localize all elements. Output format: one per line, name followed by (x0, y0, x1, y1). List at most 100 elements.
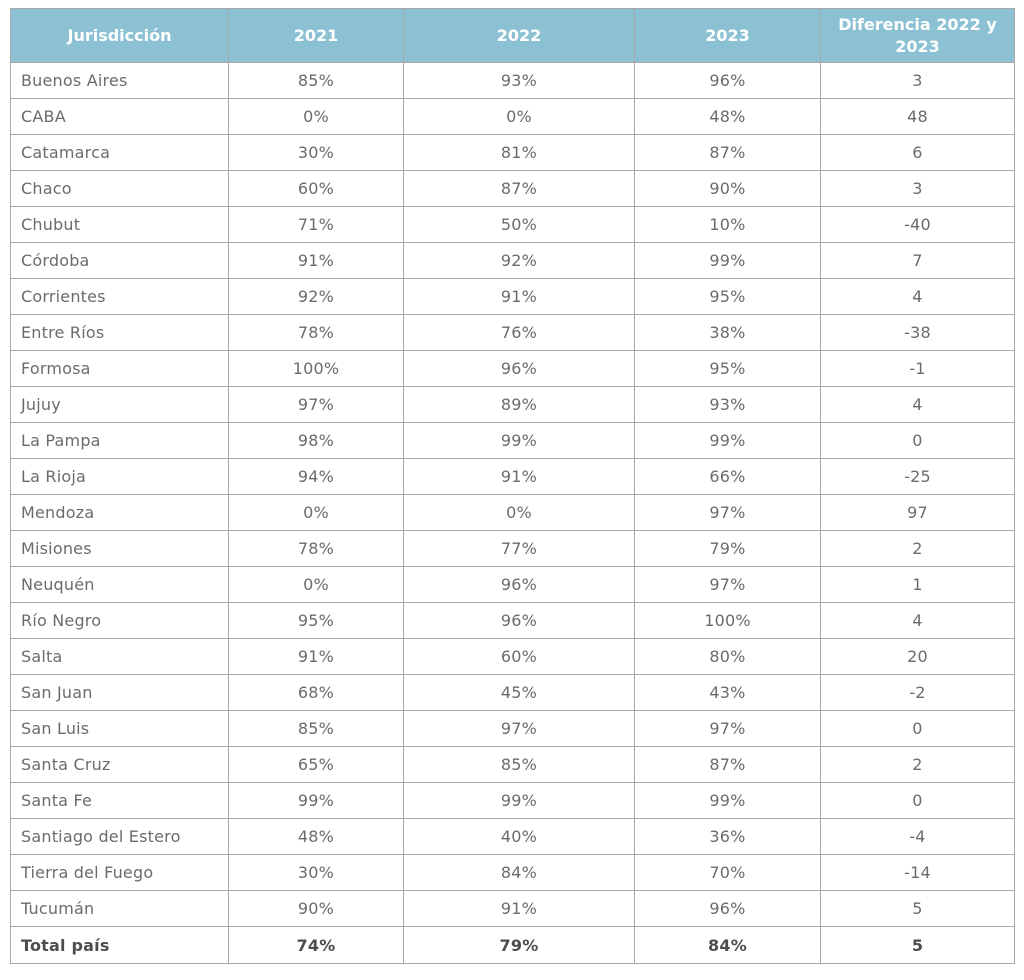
table-row: Tierra del Fuego 30% 84% 70% -14 (10, 854, 1015, 891)
table-row: Formosa 100% 96% 95% -1 (10, 350, 1015, 387)
cell-value-diff: 0 (820, 422, 1015, 459)
cell-value-y2021: 100% (228, 350, 404, 387)
table-row: Misiones 78% 77% 79% 2 (10, 530, 1015, 567)
cell-jurisdiccion: Formosa (10, 350, 229, 387)
cell-jurisdiccion: Jujuy (10, 386, 229, 423)
cell-value-y2021: 92% (228, 278, 404, 315)
cell-value-diff: -1 (820, 350, 1015, 387)
cell-value-y2021: 94% (228, 458, 404, 495)
cell-value-y2023: 96% (634, 890, 821, 927)
cell-value-y2022: 89% (403, 386, 635, 423)
table-row: Catamarca 30% 81% 87% 6 (10, 134, 1015, 171)
table-row: CABA 0% 0% 48% 48 (10, 98, 1015, 135)
cell-value-y2023: 100% (634, 602, 821, 639)
table-row: Chubut 71% 50% 10% -40 (10, 206, 1015, 243)
table-row: Tucumán 90% 91% 96% 5 (10, 890, 1015, 927)
cell-jurisdiccion: Neuquén (10, 566, 229, 603)
cell-value-y2022: 76% (403, 314, 635, 351)
cell-value-y2021: 68% (228, 674, 404, 711)
table-row: La Rioja 94% 91% 66% -25 (10, 458, 1015, 495)
cell-value-diff: 20 (820, 638, 1015, 675)
cell-value-y2023: 80% (634, 638, 821, 675)
cell-value-y2023: 99% (634, 782, 821, 819)
cell-value-y2022: 91% (403, 458, 635, 495)
cell-value-y2021: 0% (228, 566, 404, 603)
cell-value-diff: 7 (820, 242, 1015, 279)
cell-value-diff: -4 (820, 818, 1015, 855)
cell-value-y2023: 79% (634, 530, 821, 567)
cell-value-y2021: 91% (228, 638, 404, 675)
cell-jurisdiccion: Corrientes (10, 278, 229, 315)
header-cell-2022: 2022 (403, 8, 635, 63)
cell-jurisdiccion: Tucumán (10, 890, 229, 927)
cell-value-y2022: 60% (403, 638, 635, 675)
cell-value-y2023: 87% (634, 134, 821, 171)
cell-value-diff: 3 (820, 170, 1015, 207)
cell-value-y2022: 45% (403, 674, 635, 711)
cell-jurisdiccion: San Luis (10, 710, 229, 747)
cell-value-y2023: 97% (634, 710, 821, 747)
cell-value-y2023: 36% (634, 818, 821, 855)
cell-value-y2022: 91% (403, 890, 635, 927)
cell-jurisdiccion: Total país (10, 926, 229, 964)
cell-value-y2021: 95% (228, 602, 404, 639)
cell-value-y2022: 97% (403, 710, 635, 747)
cell-jurisdiccion: Santa Cruz (10, 746, 229, 783)
cell-value-y2022: 91% (403, 278, 635, 315)
cell-value-y2022: 79% (403, 926, 635, 964)
cell-value-diff: 2 (820, 530, 1015, 567)
cell-value-y2022: 92% (403, 242, 635, 279)
cell-value-y2021: 78% (228, 530, 404, 567)
cell-jurisdiccion: Catamarca (10, 134, 229, 171)
cell-jurisdiccion: La Rioja (10, 458, 229, 495)
cell-value-y2022: 99% (403, 422, 635, 459)
table-row: Entre Ríos 78% 76% 38% -38 (10, 314, 1015, 351)
table-row: Chaco 60% 87% 90% 3 (10, 170, 1015, 207)
cell-value-diff: -25 (820, 458, 1015, 495)
cell-value-y2022: 96% (403, 350, 635, 387)
table-row: Santiago del Estero 48% 40% 36% -4 (10, 818, 1015, 855)
cell-value-diff: 97 (820, 494, 1015, 531)
cell-value-y2022: 40% (403, 818, 635, 855)
cell-value-y2021: 99% (228, 782, 404, 819)
cell-value-diff: 4 (820, 602, 1015, 639)
cell-jurisdiccion: Santa Fe (10, 782, 229, 819)
cell-value-diff: 1 (820, 566, 1015, 603)
table-row: San Luis 85% 97% 97% 0 (10, 710, 1015, 747)
cell-jurisdiccion: San Juan (10, 674, 229, 711)
cell-value-diff: 48 (820, 98, 1015, 135)
cell-value-y2021: 65% (228, 746, 404, 783)
table-row: La Pampa 98% 99% 99% 0 (10, 422, 1015, 459)
cell-value-y2022: 87% (403, 170, 635, 207)
cell-value-y2023: 99% (634, 242, 821, 279)
jurisdiction-table: Jurisdicción 2021 2022 2023 Diferencia 2… (10, 8, 1015, 964)
cell-value-y2022: 96% (403, 566, 635, 603)
cell-value-y2021: 0% (228, 494, 404, 531)
header-cell-jurisdiccion: Jurisdicción (10, 8, 229, 63)
cell-value-diff: -14 (820, 854, 1015, 891)
cell-value-y2022: 0% (403, 98, 635, 135)
table-row: Corrientes 92% 91% 95% 4 (10, 278, 1015, 315)
cell-value-y2023: 95% (634, 350, 821, 387)
cell-value-y2021: 91% (228, 242, 404, 279)
cell-value-diff: -40 (820, 206, 1015, 243)
header-cell-diferencia: Diferencia 2022 y 2023 (820, 8, 1015, 63)
cell-value-y2023: 87% (634, 746, 821, 783)
cell-value-y2023: 10% (634, 206, 821, 243)
cell-jurisdiccion: Misiones (10, 530, 229, 567)
cell-jurisdiccion: La Pampa (10, 422, 229, 459)
cell-jurisdiccion: Córdoba (10, 242, 229, 279)
header-cell-2023: 2023 (634, 8, 821, 63)
cell-jurisdiccion: CABA (10, 98, 229, 135)
cell-value-y2021: 85% (228, 62, 404, 99)
table-row: Jujuy 97% 89% 93% 4 (10, 386, 1015, 423)
cell-value-diff: 2 (820, 746, 1015, 783)
cell-value-y2023: 84% (634, 926, 821, 964)
cell-value-y2023: 48% (634, 98, 821, 135)
cell-value-y2021: 30% (228, 854, 404, 891)
cell-value-y2023: 38% (634, 314, 821, 351)
cell-value-y2023: 97% (634, 494, 821, 531)
cell-value-y2023: 70% (634, 854, 821, 891)
cell-value-y2022: 77% (403, 530, 635, 567)
header-cell-2021: 2021 (228, 8, 404, 63)
